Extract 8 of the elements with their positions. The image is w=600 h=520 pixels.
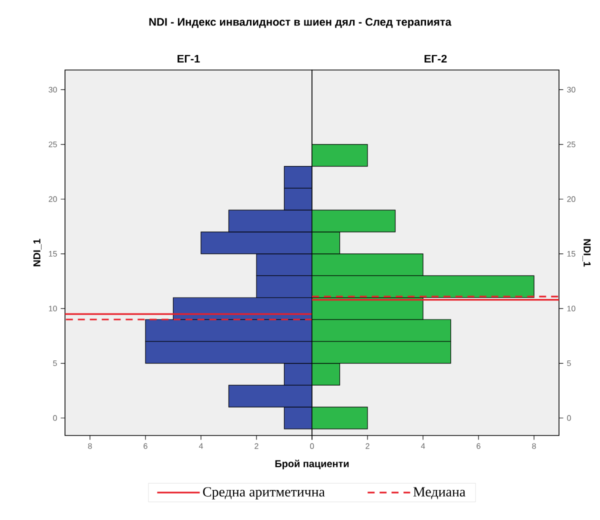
y-axis-title: NDI_1 (33, 238, 42, 266)
y-axis-title: NDI_1 (582, 239, 591, 267)
legend-label: Средна аритметична (203, 487, 325, 500)
chart-title: NDI - Индекс инвалидност в шиен дял - След терапията (149, 18, 452, 28)
chart-subtitle: ЕГ-1 (178, 54, 200, 62)
legend-label: Медиана (413, 487, 466, 500)
chart-subtitle: ЕГ-2 (424, 54, 447, 62)
x-axis-title: Брой пациенти (275, 460, 349, 470)
